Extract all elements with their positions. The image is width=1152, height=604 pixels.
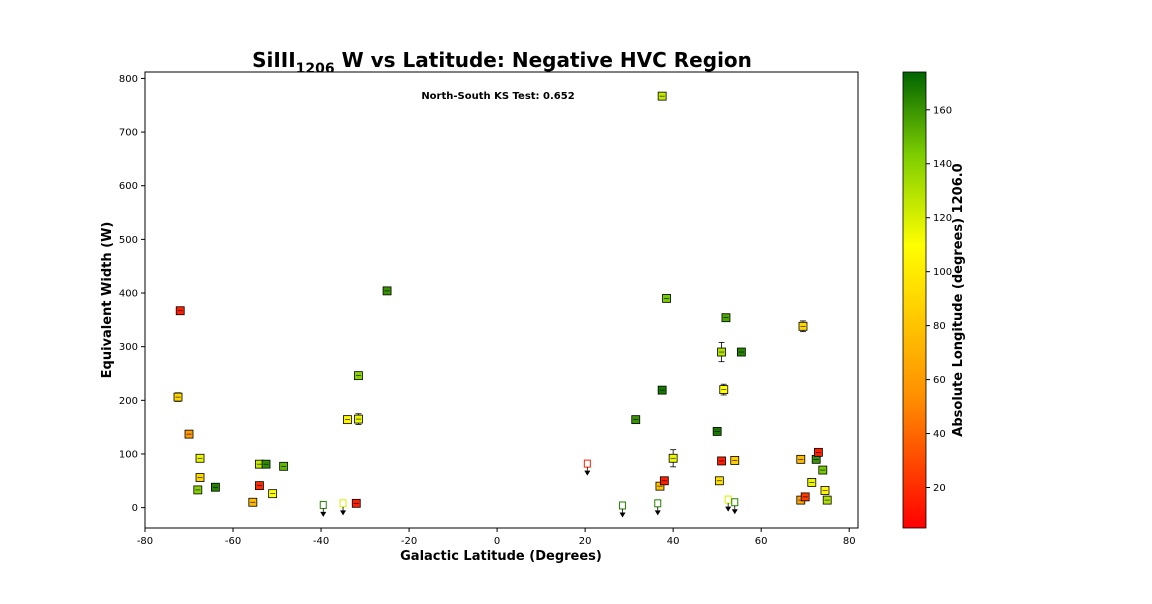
data-point [343, 415, 352, 425]
data-points [173, 91, 832, 518]
ks-test-annotation: North-South KS Test: 0.652 [421, 91, 574, 102]
upper-limit-arrow [320, 511, 327, 517]
y-axis: 0 100 200 300 400 500 600 700 800 [119, 74, 145, 514]
y-tick-label: 300 [119, 342, 138, 353]
colorbar-tick-label: 140 [933, 159, 952, 170]
data-point [261, 459, 271, 469]
data-point [724, 495, 732, 512]
data-point [717, 341, 726, 363]
upper-limit-arrow [340, 510, 347, 516]
colorbar [902, 71, 927, 529]
data-point [668, 449, 678, 468]
y-tick-label: 400 [119, 289, 138, 300]
y-tick-label: 500 [119, 235, 138, 246]
data-point [714, 476, 724, 486]
data-point [800, 492, 810, 502]
data-point [184, 429, 194, 439]
colorbar-tick-label: 160 [933, 105, 952, 116]
data-point [717, 456, 726, 466]
x-tick-label: 20 [579, 536, 592, 547]
x-tick-label: 0 [494, 536, 500, 547]
colorbar-label: Absolute Longitude (degrees) 1206.0 [951, 163, 966, 436]
x-axis-label: Galactic Latitude (Degrees) [400, 549, 602, 564]
y-tick-label: 800 [119, 74, 138, 85]
data-point [583, 459, 591, 476]
colorbar-tick-label: 20 [933, 483, 946, 494]
data-point [731, 498, 739, 515]
data-point [796, 454, 806, 464]
data-point [798, 320, 808, 333]
y-tick-label: 0 [132, 503, 138, 514]
upper-limit-marker [583, 459, 591, 468]
upper-limit-arrow [619, 512, 626, 518]
data-point [662, 293, 671, 303]
data-point [730, 456, 740, 465]
data-point [319, 500, 327, 517]
data-point [195, 453, 205, 463]
data-point [655, 481, 665, 491]
data-point [619, 501, 627, 518]
data-point [195, 473, 205, 482]
x-tick-label: 40 [667, 536, 680, 547]
upper-limit-arrow [731, 509, 738, 515]
x-tick-label: 60 [755, 536, 768, 547]
colorbar-tick-label: 120 [933, 213, 952, 224]
upper-limit-arrow [654, 510, 661, 516]
upper-limit-marker [319, 500, 327, 509]
x-axis: -80 -60 -40 -20 0 20 40 60 80 [137, 528, 856, 547]
data-point [657, 385, 667, 395]
x-tick-label: -40 [313, 536, 329, 547]
colorbar-tick-label: 40 [933, 429, 946, 440]
colorbar-tick-label: 100 [933, 267, 952, 278]
data-point [657, 91, 667, 101]
upper-limit-marker [619, 501, 627, 510]
upper-limit-marker [731, 498, 739, 507]
data-point [354, 371, 363, 381]
y-axis-label: Equivalent Width (W) [100, 222, 115, 379]
data-point [351, 498, 361, 508]
data-point [818, 465, 828, 475]
data-point [807, 477, 817, 487]
colorbar-tick-label: 60 [933, 375, 946, 386]
upper-limit-marker [654, 499, 662, 508]
x-tick-label: 80 [843, 536, 856, 547]
y-tick-label: 200 [119, 396, 138, 407]
data-point [712, 427, 722, 436]
colorbar-ticks: 20 40 60 80 100 120 140 160 [926, 105, 952, 494]
data-point [822, 495, 832, 505]
data-point [339, 499, 347, 516]
upper-limit-arrow [725, 506, 732, 512]
data-point [193, 485, 203, 495]
x-tick-label: -80 [137, 536, 153, 547]
upper-limit-marker [724, 495, 732, 504]
upper-limit-marker [339, 499, 347, 508]
data-point [175, 306, 185, 316]
data-point [268, 489, 278, 499]
data-point [654, 499, 662, 516]
data-point [736, 347, 746, 357]
data-point [255, 481, 264, 491]
y-tick-label: 600 [119, 181, 138, 192]
colorbar-tick-label: 80 [933, 321, 946, 332]
data-point [173, 392, 183, 402]
data-point [279, 461, 289, 471]
data-point [248, 497, 258, 507]
data-point [659, 476, 669, 486]
data-point [631, 415, 641, 425]
data-point [354, 413, 363, 425]
y-tick-label: 700 [119, 128, 138, 139]
y-tick-label: 100 [119, 449, 138, 460]
data-point [382, 286, 392, 296]
x-tick-label: -60 [225, 536, 241, 547]
data-point [813, 447, 823, 457]
data-point [820, 486, 830, 495]
upper-limit-arrow [584, 470, 591, 476]
x-tick-label: -20 [401, 536, 417, 547]
data-point [719, 383, 729, 396]
data-point [211, 482, 220, 492]
plot-area [144, 71, 859, 529]
data-point [721, 313, 731, 323]
